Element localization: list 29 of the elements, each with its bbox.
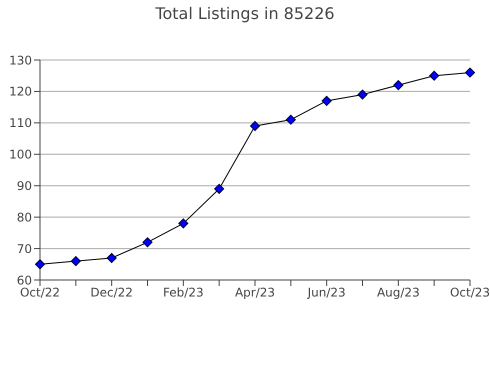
point <box>286 114 296 125</box>
y-tick-label: 70 <box>16 242 32 256</box>
y-tick-label: 110 <box>9 116 32 130</box>
x-tick-label: Jun/23 <box>306 286 346 300</box>
point <box>142 237 152 248</box>
point <box>106 253 117 263</box>
y-tick-label: 60 <box>16 273 32 288</box>
point <box>35 259 45 270</box>
point <box>214 184 224 194</box>
chart-title: Total Listings in 85226 <box>154 4 336 23</box>
x-tick-label: Oct/22 <box>20 286 60 300</box>
y-tick-label: 100 <box>9 148 32 162</box>
point <box>393 80 404 90</box>
point <box>70 256 81 266</box>
y-tick-label: 80 <box>16 210 32 224</box>
x-tick-label: Oct/23 <box>450 286 490 300</box>
y-tick-label: 90 <box>16 178 32 193</box>
point <box>322 96 332 106</box>
x-tick-label: Aug/23 <box>376 286 420 300</box>
point <box>250 121 260 131</box>
x-tick-label: Feb/23 <box>163 286 204 300</box>
point <box>429 70 440 81</box>
x-tick-label: Apr/23 <box>234 286 276 300</box>
point <box>358 90 368 100</box>
point <box>465 68 475 78</box>
y-tick-label: 130 <box>9 53 32 68</box>
point <box>178 218 188 228</box>
y-tick-label: 120 <box>9 84 32 99</box>
x-tick-label: Dec/22 <box>90 286 133 300</box>
